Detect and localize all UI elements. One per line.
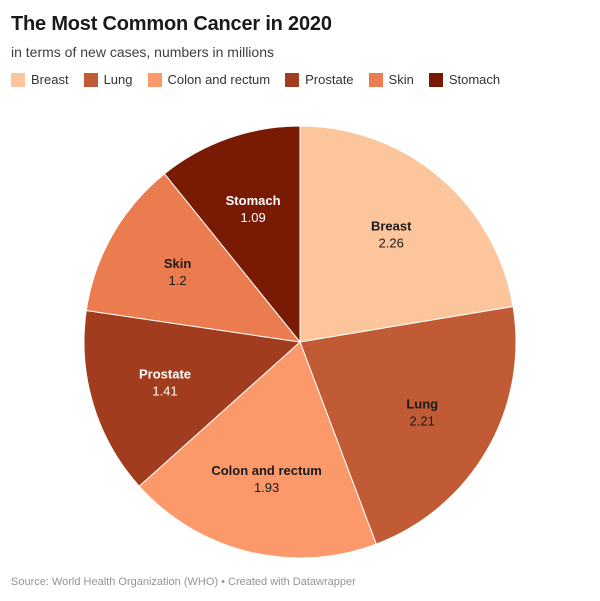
legend-label-lung: Lung xyxy=(103,72,133,87)
slice-label-colon-and-rectum: Colon and rectum xyxy=(211,463,322,478)
legend-item-breast: Breast xyxy=(11,72,69,87)
legend-item-skin: Skin xyxy=(368,72,414,87)
slice-value-breast: 2.26 xyxy=(379,235,404,250)
slice-value-lung: 2.21 xyxy=(410,413,435,428)
source-footer: Source: World Health Organization (WHO) … xyxy=(11,576,356,588)
legend-label-stomach: Stomach xyxy=(448,72,501,87)
legend: Breast Lung Colon and rectum Prostate Skin St… xyxy=(11,72,588,87)
legend-label-skin: Skin xyxy=(388,72,414,87)
slice-label-breast: Breast xyxy=(371,218,412,233)
pie-slice-prostate[interactable] xyxy=(83,310,301,487)
pie-slice-colon-and-rectum[interactable] xyxy=(138,341,377,559)
legend-swatch-lung xyxy=(83,72,98,87)
legend-item-prostate: Prostate xyxy=(285,72,354,87)
legend-label-colon-and-rectum: Colon and rectum xyxy=(167,72,271,87)
slice-value-stomach: 1.09 xyxy=(240,210,265,225)
legend-label-prostate: Prostate xyxy=(305,72,354,87)
slice-value-prostate: 1.41 xyxy=(152,384,177,399)
pie-slice-stomach[interactable] xyxy=(164,125,301,343)
legend-item-colon-and-rectum: Colon and rectum xyxy=(147,72,271,87)
chart-title: The Most Common Cancer in 2020 xyxy=(11,13,332,35)
pie-slice-breast[interactable] xyxy=(299,125,514,343)
pie-chart: Breast 2.26 Lung 2.21 Colon and rectum 1.93 Pr… xyxy=(83,125,517,559)
legend-swatch-skin xyxy=(368,72,383,87)
pie-slice-skin[interactable] xyxy=(85,173,301,343)
legend-label-breast: Breast xyxy=(31,72,69,87)
legend-item-stomach: Stomach xyxy=(428,72,501,87)
slice-label-stomach: Stomach xyxy=(226,193,281,208)
slice-label-lung: Lung xyxy=(406,396,438,411)
slice-value-colon-and-rectum: 1.93 xyxy=(254,480,279,495)
chart-container: The Most Common Cancer in 2020 in terms … xyxy=(0,12,600,588)
legend-swatch-colon-and-rectum xyxy=(147,72,162,87)
legend-item-lung: Lung xyxy=(83,72,133,87)
legend-swatch-stomach xyxy=(428,72,443,87)
slice-label-prostate: Prostate xyxy=(139,367,191,382)
slice-value-skin: 1.2 xyxy=(169,273,187,288)
slice-label-skin: Skin xyxy=(164,256,192,271)
legend-swatch-breast xyxy=(11,72,25,87)
chart-subtitle: in terms of new cases, numbers in millio… xyxy=(11,44,274,60)
legend-swatch-prostate xyxy=(285,72,300,87)
